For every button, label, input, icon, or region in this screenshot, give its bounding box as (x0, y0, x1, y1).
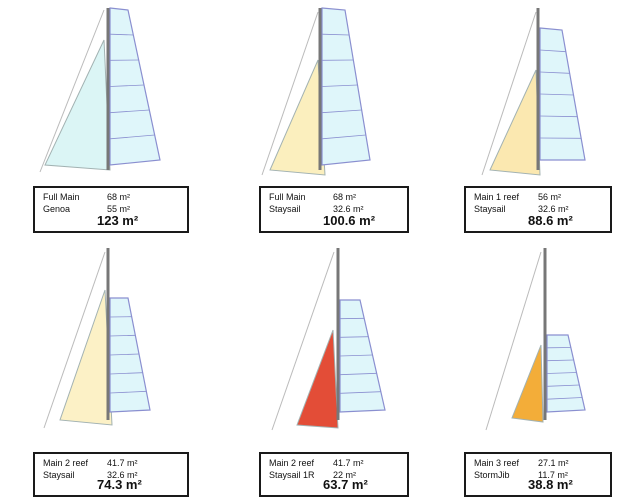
batten (539, 71, 570, 74)
sail-area: 56 m² (538, 192, 562, 202)
headsail (489, 69, 541, 176)
sail-area: 41.7 m² (333, 458, 364, 468)
batten (539, 115, 578, 118)
batten (339, 391, 381, 394)
batten (546, 372, 577, 374)
batten (546, 397, 583, 400)
headsail (296, 329, 339, 429)
sail-label: Staysail (474, 204, 506, 214)
batten (321, 84, 358, 87)
batten (339, 354, 373, 357)
batten (109, 334, 136, 337)
sail-label: Full Main (43, 192, 80, 202)
sail-label: Full Main (269, 192, 306, 202)
sail-label: Main 3 reef (474, 458, 520, 468)
sail-area: 22 m² (333, 470, 357, 480)
batten (339, 336, 369, 338)
batten (109, 84, 145, 87)
total-area: 74.3 m² (97, 477, 142, 492)
batten (339, 372, 377, 376)
total-area: 63.7 m² (323, 477, 368, 492)
batten (109, 134, 155, 140)
forestay (271, 251, 335, 431)
sail-label: Genoa (43, 204, 71, 214)
headsail (269, 59, 326, 176)
total-area: 123 m² (97, 213, 139, 228)
headsail (59, 289, 113, 426)
sail-area: 41.7 m² (107, 458, 138, 468)
batten (546, 359, 574, 362)
sail-area: 55 m² (107, 204, 131, 214)
forestay (261, 11, 319, 176)
sail-area: 32.6 m² (107, 470, 138, 480)
forestay (43, 251, 106, 429)
area-box: Main 3 reef 27.1 m² StormJib 11.7 m² 38.8 m² (464, 452, 612, 497)
batten (321, 134, 366, 140)
batten (109, 33, 134, 36)
batten (539, 49, 566, 53)
sail-area: 32.6 m² (538, 204, 569, 214)
sail-label: Staysail (43, 470, 75, 480)
sail-area: 32.6 m² (333, 204, 364, 214)
headsail (44, 39, 111, 171)
area-box: Full Main 68 m² Genoa 55 m² 123 m² (33, 186, 189, 233)
total-area: 38.8 m² (528, 477, 573, 492)
sail-label: Main 2 reef (269, 458, 315, 468)
batten (109, 353, 140, 356)
forestay (39, 9, 105, 173)
sail-area: 27.1 m² (538, 458, 569, 468)
sail-label: Main 2 reef (43, 458, 89, 468)
sail-label: Main 1 reef (474, 192, 520, 202)
area-box: Main 2 reef 41.7 m² Staysail 1R 22 m² 63.7 m… (259, 452, 409, 497)
sail-area: 68 m² (333, 192, 357, 202)
forestay (485, 251, 542, 431)
forestay (481, 11, 537, 176)
sail-label: Staysail 1R (269, 470, 315, 480)
total-area: 88.6 m² (528, 213, 573, 228)
sail-label: StormJib (474, 470, 510, 480)
area-box: Main 1 reef 56 m² Staysail 32.6 m² 88.6 m² (464, 186, 612, 233)
batten (109, 109, 150, 114)
sail-label: Staysail (269, 204, 301, 214)
batten (546, 384, 580, 387)
total-area: 100.6 m² (323, 213, 376, 228)
batten (539, 93, 574, 96)
batten (321, 33, 350, 36)
area-box: Main 2 reef 41.7 m² Staysail 32.6 m² 74.3 m² (33, 452, 189, 497)
sail-area: 11.7 m² (538, 470, 568, 480)
area-box: Full Main 68 m² Staysail 32.6 m² 100.6 m² (259, 186, 409, 233)
sail-area: 68 m² (107, 192, 131, 202)
batten (109, 372, 143, 375)
batten (321, 109, 362, 114)
headsail (511, 344, 544, 423)
batten (109, 390, 147, 394)
